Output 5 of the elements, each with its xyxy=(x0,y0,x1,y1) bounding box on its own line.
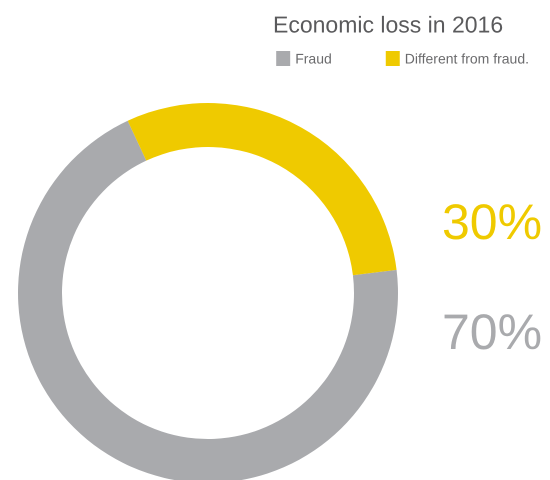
legend-label: Fraud xyxy=(295,50,332,66)
chart-title: Economic loss in 2016 xyxy=(273,12,504,38)
legend-label: Different from fraud. xyxy=(404,50,530,66)
data-label: 30% xyxy=(442,194,542,250)
data-label: 70% xyxy=(442,304,542,360)
